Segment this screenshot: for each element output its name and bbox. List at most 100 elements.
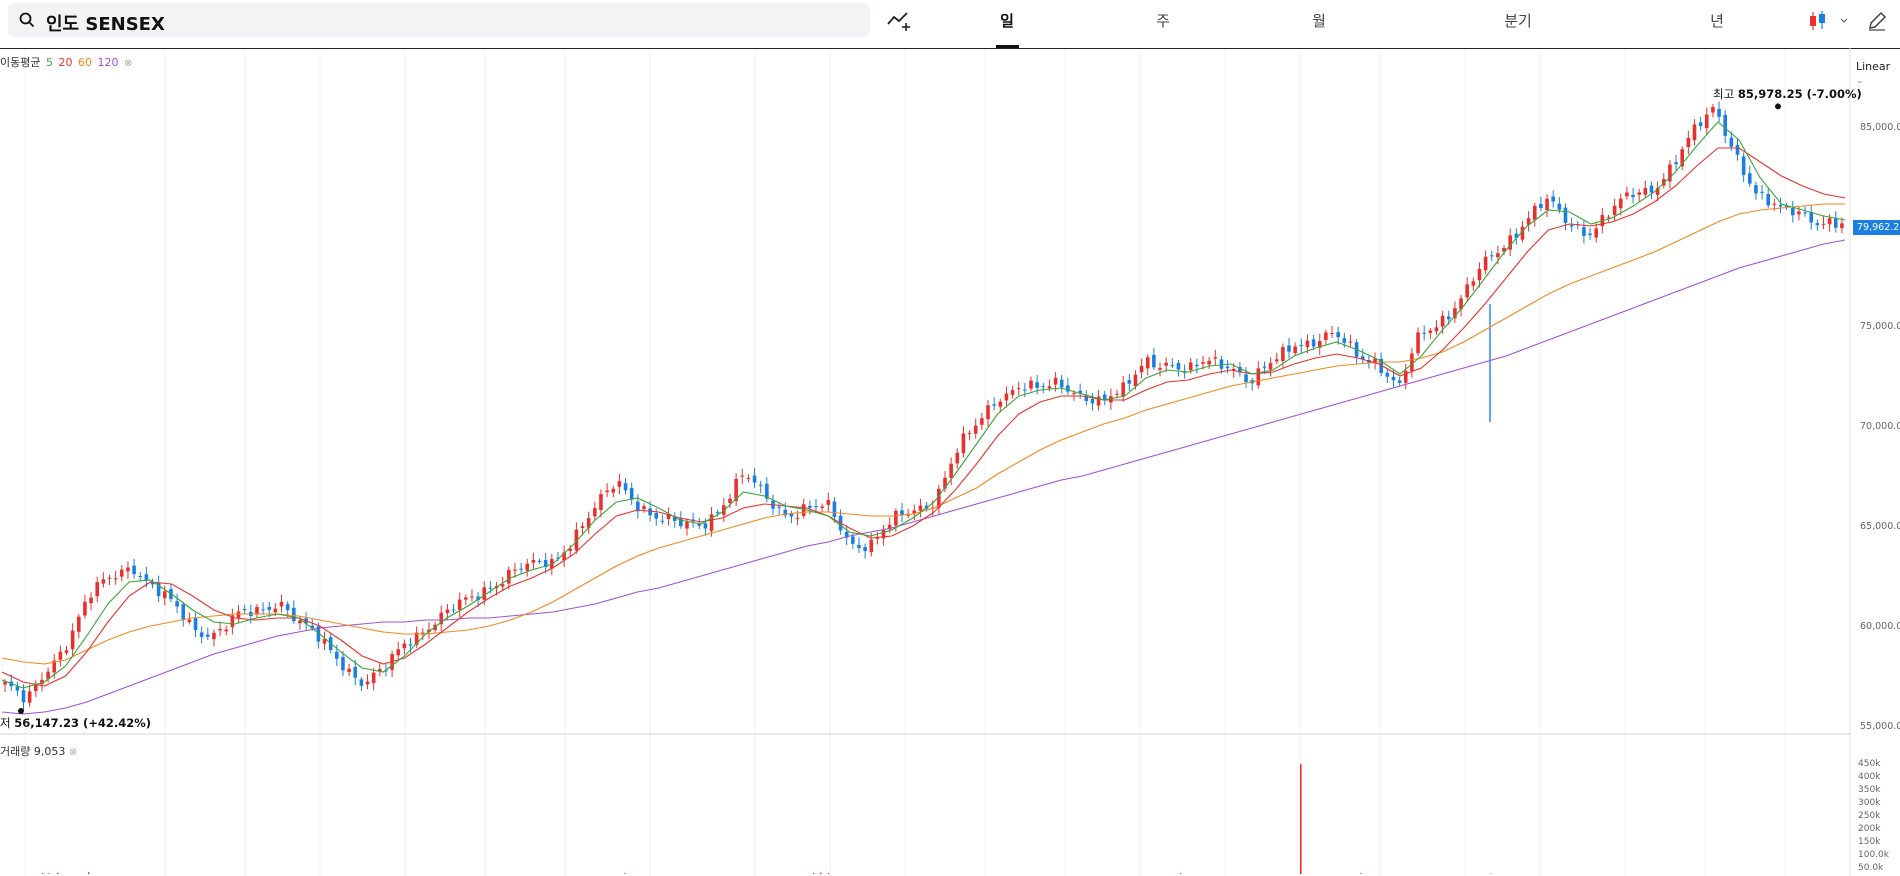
candle-body: [1594, 228, 1598, 238]
candle-body: [1256, 368, 1261, 386]
candle-body: [887, 524, 892, 530]
candle-body: [1317, 341, 1322, 348]
candle-body: [1508, 235, 1512, 250]
volume-legend[interactable]: 거래량 9,053 ⊗: [0, 743, 77, 759]
candle-body: [746, 477, 751, 479]
tab-year[interactable]: 년: [1710, 12, 1724, 30]
candle-body: [40, 679, 44, 685]
chevron-down-icon: ⌄: [1856, 76, 1864, 86]
candle-body: [1686, 137, 1691, 148]
candle-body: [703, 523, 708, 529]
volume-bar: [828, 873, 830, 874]
pencil-icon[interactable]: [1866, 10, 1888, 32]
y-tick-label: 65,000.00: [1860, 521, 1900, 532]
indicator-add-icon[interactable]: [886, 8, 914, 32]
candle-body: [765, 483, 769, 499]
candle-body: [1526, 218, 1531, 225]
candle-body: [298, 620, 302, 624]
candle-body: [1711, 107, 1715, 113]
ma5-label: 5: [45, 56, 53, 69]
candle-body: [144, 574, 149, 581]
volume-tick-label: 300k: [1858, 798, 1881, 808]
candle-body: [1207, 360, 1211, 365]
ma-legend[interactable]: 이동평균 5 20 60 120 ⊗: [0, 54, 134, 70]
candle-body: [654, 512, 659, 519]
candle-body: [1016, 388, 1021, 390]
candle-body: [488, 587, 493, 589]
candle-body: [961, 433, 966, 454]
volume-tick-label: 200k: [1858, 824, 1881, 834]
y-tick-label: 85,000.00: [1860, 122, 1900, 133]
candle-body: [1268, 363, 1273, 370]
candle-body: [666, 514, 671, 520]
candle-body: [119, 569, 124, 577]
candle-body: [1717, 108, 1721, 117]
candle-body: [1078, 390, 1082, 394]
candle-body: [396, 649, 401, 656]
candle-body: [1170, 365, 1175, 367]
tab-quarter[interactable]: 분기: [1504, 12, 1532, 30]
volume-label: 거래량: [0, 745, 31, 758]
volume-bar: [1360, 873, 1362, 874]
candle-body: [138, 576, 143, 578]
candle-body: [967, 432, 972, 434]
y-tick-label: 60,000.00: [1860, 621, 1900, 632]
candle-body: [408, 644, 413, 646]
candle-body: [1133, 374, 1138, 387]
candle-body: [1102, 394, 1107, 401]
candle-body: [1231, 368, 1236, 371]
candle-body: [1010, 390, 1015, 395]
candle-body: [937, 488, 941, 508]
candle-body: [1391, 376, 1396, 381]
candle-body: [1152, 354, 1156, 368]
candle-body: [1385, 372, 1390, 377]
candle-body: [1336, 332, 1340, 338]
candle-body: [1453, 308, 1457, 319]
tab-week[interactable]: 주: [1156, 12, 1170, 30]
candle-body: [1041, 386, 1046, 388]
candlestick-icon[interactable]: [1808, 9, 1848, 33]
candle-body: [1489, 255, 1494, 257]
tab-month[interactable]: 월: [1312, 12, 1326, 30]
search-input[interactable]: 인도 SENSEX: [8, 3, 870, 37]
candle-body: [126, 567, 130, 572]
candle-body: [507, 569, 511, 584]
candle-body: [1164, 362, 1168, 366]
candle-body: [943, 477, 947, 489]
candle-body: [789, 513, 794, 517]
scale-selector[interactable]: Linear ⌄: [1856, 60, 1900, 86]
volume-value: 9,053: [33, 745, 66, 758]
candle-body: [980, 418, 984, 425]
search-query: 인도 SENSEX: [46, 14, 165, 35]
candle-body: [1766, 193, 1771, 206]
candle-body: [648, 508, 652, 516]
tab-day[interactable]: 일: [1000, 12, 1014, 30]
volume-bar: [820, 872, 822, 874]
candle-body: [1299, 344, 1304, 346]
candle-body: [599, 493, 603, 510]
candle-body: [162, 591, 167, 599]
candle-body: [378, 669, 382, 672]
candle-body: [986, 405, 990, 420]
candle-body: [1674, 162, 1678, 165]
candle-body: [1618, 198, 1623, 209]
candle-body: [1084, 395, 1089, 402]
close-icon[interactable]: ⊗: [68, 747, 78, 758]
candle-body: [1293, 346, 1297, 354]
high-annotation: 최고 85,978.25 (-7.00%): [1713, 86, 1862, 102]
candle-body: [46, 671, 50, 680]
close-icon[interactable]: ⊗: [123, 58, 133, 69]
candle-body: [347, 668, 351, 673]
candle-body: [1551, 196, 1555, 202]
candle-body: [1410, 353, 1414, 372]
candle-body: [894, 510, 898, 526]
candle-body: [1698, 122, 1703, 127]
candle-body: [1557, 203, 1562, 210]
candle-body: [556, 557, 560, 559]
candle-body: [1201, 362, 1205, 364]
candle-body: [1127, 380, 1132, 384]
candle-body: [605, 490, 609, 493]
candle-body: [709, 514, 714, 531]
candle-body: [1655, 188, 1660, 195]
